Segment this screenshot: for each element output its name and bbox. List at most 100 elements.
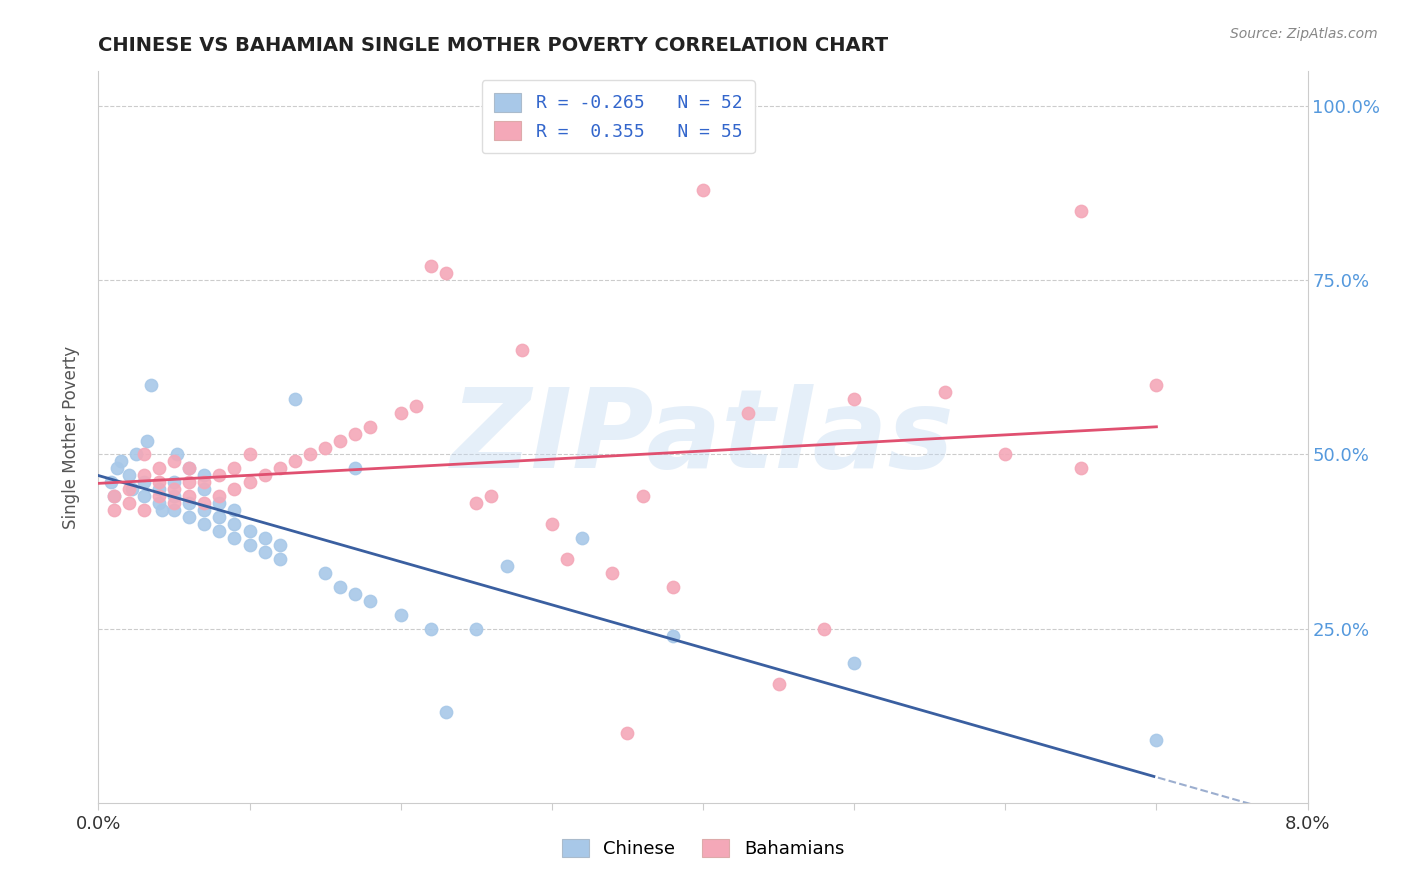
Point (193, 468, 215, 483)
Point (163, 454, 186, 468)
Point (148, 483, 170, 497)
Y-axis label: Single Mother Poverty: Single Mother Poverty (62, 345, 80, 529)
Point (1146, 733, 1168, 747)
Point (179, 489, 201, 503)
Point (208, 510, 231, 524)
Point (224, 461, 246, 475)
Point (193, 517, 215, 532)
Point (465, 622, 488, 636)
Point (132, 489, 155, 503)
Point (163, 503, 186, 517)
Point (179, 510, 201, 524)
Point (208, 496, 231, 510)
Point (239, 475, 262, 490)
Point (616, 726, 638, 740)
Point (103, 503, 125, 517)
Point (208, 489, 231, 503)
Point (141, 377, 163, 392)
Point (239, 538, 262, 552)
Point (314, 566, 336, 580)
Point (132, 475, 155, 490)
Point (253, 468, 276, 483)
Point (344, 587, 367, 601)
Point (844, 392, 866, 406)
Point (118, 496, 141, 510)
Point (510, 343, 533, 357)
Point (737, 406, 759, 420)
Point (844, 657, 866, 671)
Point (224, 483, 246, 497)
Point (1146, 377, 1168, 392)
Point (768, 677, 790, 691)
Point (434, 705, 457, 719)
Point (132, 503, 155, 517)
Point (934, 384, 956, 399)
Point (253, 531, 276, 545)
Point (132, 468, 155, 483)
Point (555, 552, 578, 566)
Point (602, 566, 624, 580)
Point (434, 266, 457, 280)
Point (571, 531, 593, 545)
Point (495, 558, 517, 573)
Point (239, 448, 262, 462)
Text: CHINESE VS BAHAMIAN SINGLE MOTHER POVERTY CORRELATION CHART: CHINESE VS BAHAMIAN SINGLE MOTHER POVERT… (98, 36, 889, 54)
Point (224, 531, 246, 545)
Point (661, 580, 683, 594)
Point (105, 461, 128, 475)
Point (208, 524, 231, 538)
Point (179, 461, 201, 475)
Point (284, 392, 307, 406)
Point (118, 468, 141, 483)
Point (344, 426, 367, 441)
Point (110, 454, 132, 468)
Point (148, 496, 170, 510)
Point (166, 448, 188, 462)
Point (163, 483, 186, 497)
Point (344, 461, 367, 475)
Point (284, 454, 307, 468)
Point (465, 496, 488, 510)
Point (299, 448, 322, 462)
Point (100, 475, 122, 490)
Point (150, 503, 173, 517)
Point (420, 622, 443, 636)
Point (148, 489, 170, 503)
Point (193, 475, 215, 490)
Point (193, 503, 215, 517)
Point (103, 489, 125, 503)
Point (163, 475, 186, 490)
Point (389, 607, 412, 622)
Point (224, 517, 246, 532)
Point (329, 434, 352, 448)
Point (121, 483, 143, 497)
Point (813, 622, 835, 636)
Text: Source: ZipAtlas.com: Source: ZipAtlas.com (1230, 27, 1378, 41)
Point (132, 448, 155, 462)
Point (103, 489, 125, 503)
Point (329, 580, 352, 594)
Point (631, 489, 654, 503)
Point (360, 594, 382, 608)
Point (179, 496, 201, 510)
Point (208, 468, 231, 483)
Point (994, 448, 1017, 462)
Point (148, 475, 170, 490)
Point (360, 419, 382, 434)
Point (692, 183, 714, 197)
Point (481, 489, 503, 503)
Point (661, 629, 683, 643)
Point (269, 461, 291, 475)
Point (179, 475, 201, 490)
Point (269, 538, 291, 552)
Point (1070, 461, 1092, 475)
Point (193, 483, 215, 497)
Point (405, 399, 427, 413)
Point (314, 441, 336, 455)
Point (163, 489, 186, 503)
Point (148, 461, 170, 475)
Point (125, 448, 148, 462)
Point (193, 496, 215, 510)
Point (179, 461, 201, 475)
Point (163, 496, 186, 510)
